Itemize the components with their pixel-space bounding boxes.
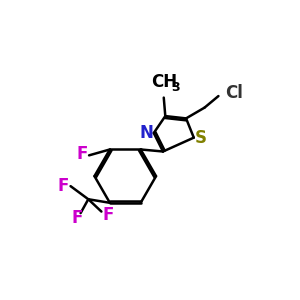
Text: Cl: Cl — [225, 84, 243, 102]
Text: F: F — [103, 206, 114, 224]
Text: N: N — [140, 124, 154, 142]
Text: CH: CH — [151, 74, 177, 92]
Text: S: S — [195, 129, 207, 147]
Text: F: F — [76, 145, 88, 163]
Text: 3: 3 — [171, 81, 179, 94]
Text: F: F — [72, 209, 83, 227]
Text: F: F — [58, 177, 69, 195]
